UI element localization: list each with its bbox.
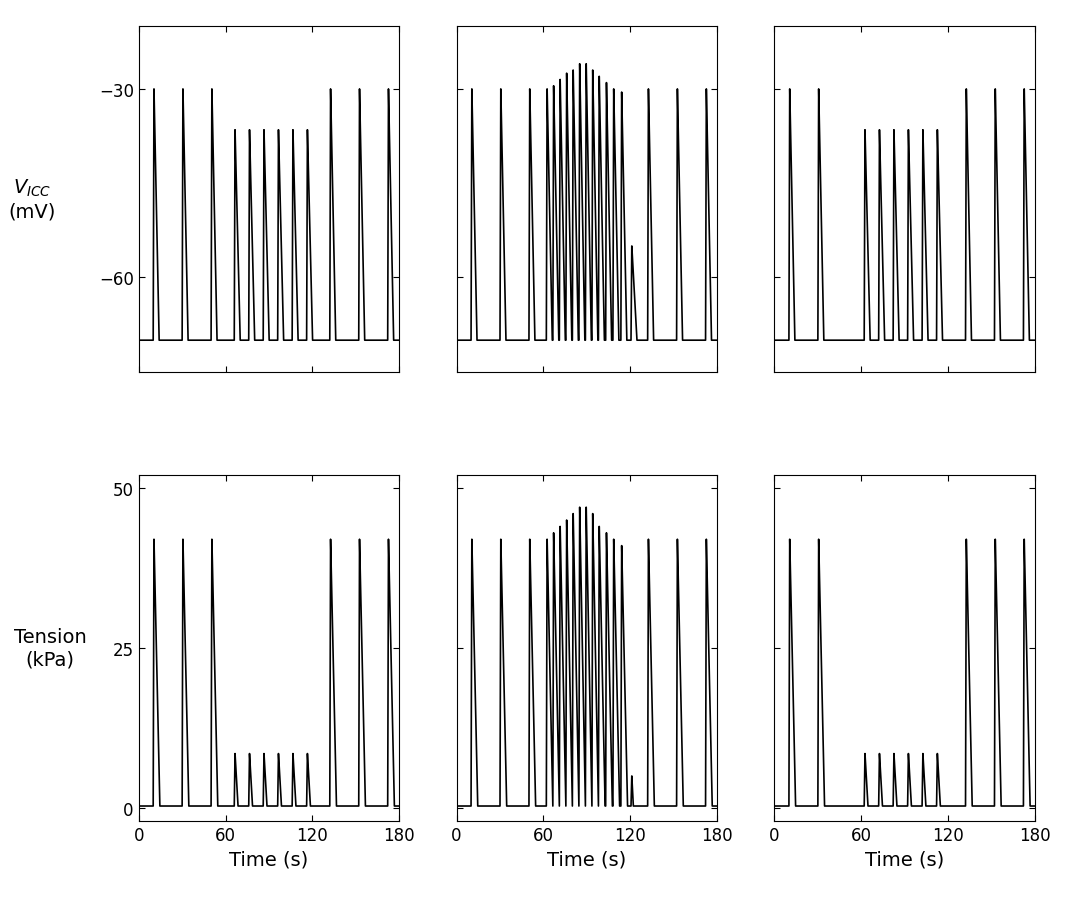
Y-axis label: $V_{ICC}$
(mV): $V_{ICC}$ (mV) <box>9 178 55 221</box>
Y-axis label: Tension
(kPa): Tension (kPa) <box>14 628 86 668</box>
X-axis label: Time (s): Time (s) <box>547 849 626 869</box>
X-axis label: Time (s): Time (s) <box>865 849 944 869</box>
X-axis label: Time (s): Time (s) <box>229 849 308 869</box>
